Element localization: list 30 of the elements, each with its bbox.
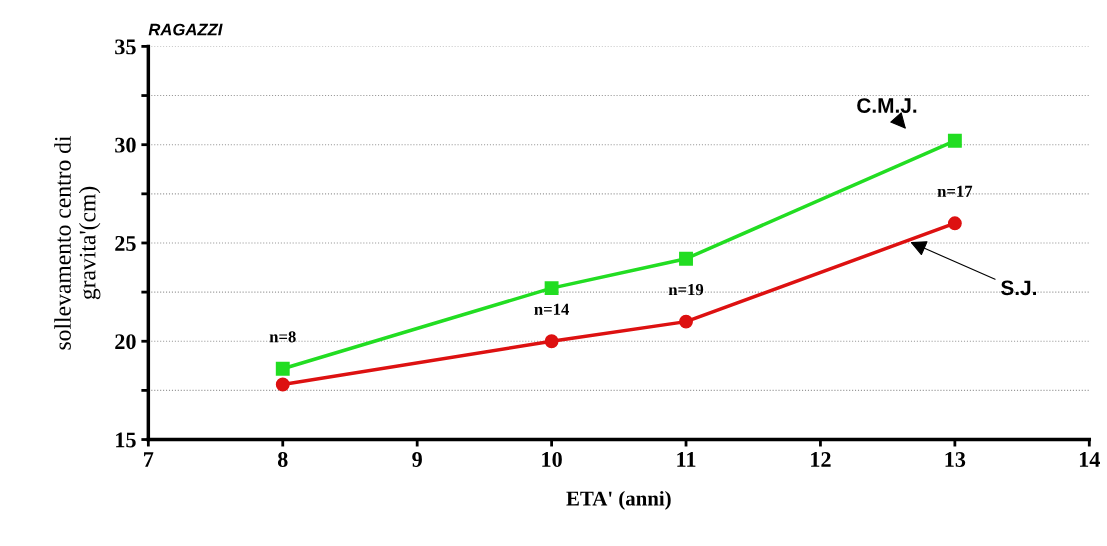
x-tick-label: 13 [945, 452, 966, 467]
point [679, 314, 693, 329]
y-tick-label: 35 [115, 39, 136, 55]
y-tick-label: 15 [116, 432, 136, 448]
point [275, 361, 290, 376]
x-axis-title: ETA' (anni) [566, 490, 671, 510]
annotation: n=17 [937, 185, 973, 197]
point [947, 216, 962, 231]
point [544, 281, 559, 296]
y-tick-label: 30 [115, 137, 136, 153]
point [679, 251, 693, 266]
y-axis-title: sollevamento centro di gravita'(cm) [54, 135, 101, 350]
y-tick-label: 25 [115, 235, 136, 251]
x-tick-label: 10 [542, 451, 562, 467]
x-tick-label: 9 [412, 452, 422, 467]
annotation: n=8 [269, 331, 296, 343]
series-label: C.M.J. [857, 98, 917, 113]
annotation: n=14 [534, 303, 570, 315]
annotation: n=19 [668, 284, 704, 296]
x-tick-label: 14 [1079, 452, 1100, 467]
text: S.J. [1001, 280, 1037, 296]
point [275, 377, 290, 392]
y-tick-label: 20 [115, 334, 136, 350]
chart-title: RAGAZZI [148, 23, 223, 36]
point [544, 334, 559, 349]
point [947, 133, 962, 148]
x-tick-label: 11 [677, 452, 696, 467]
x-tick-label: 8 [277, 451, 288, 467]
x-tick-label: 12 [811, 452, 831, 467]
x-tick-label: 7 [144, 452, 154, 467]
